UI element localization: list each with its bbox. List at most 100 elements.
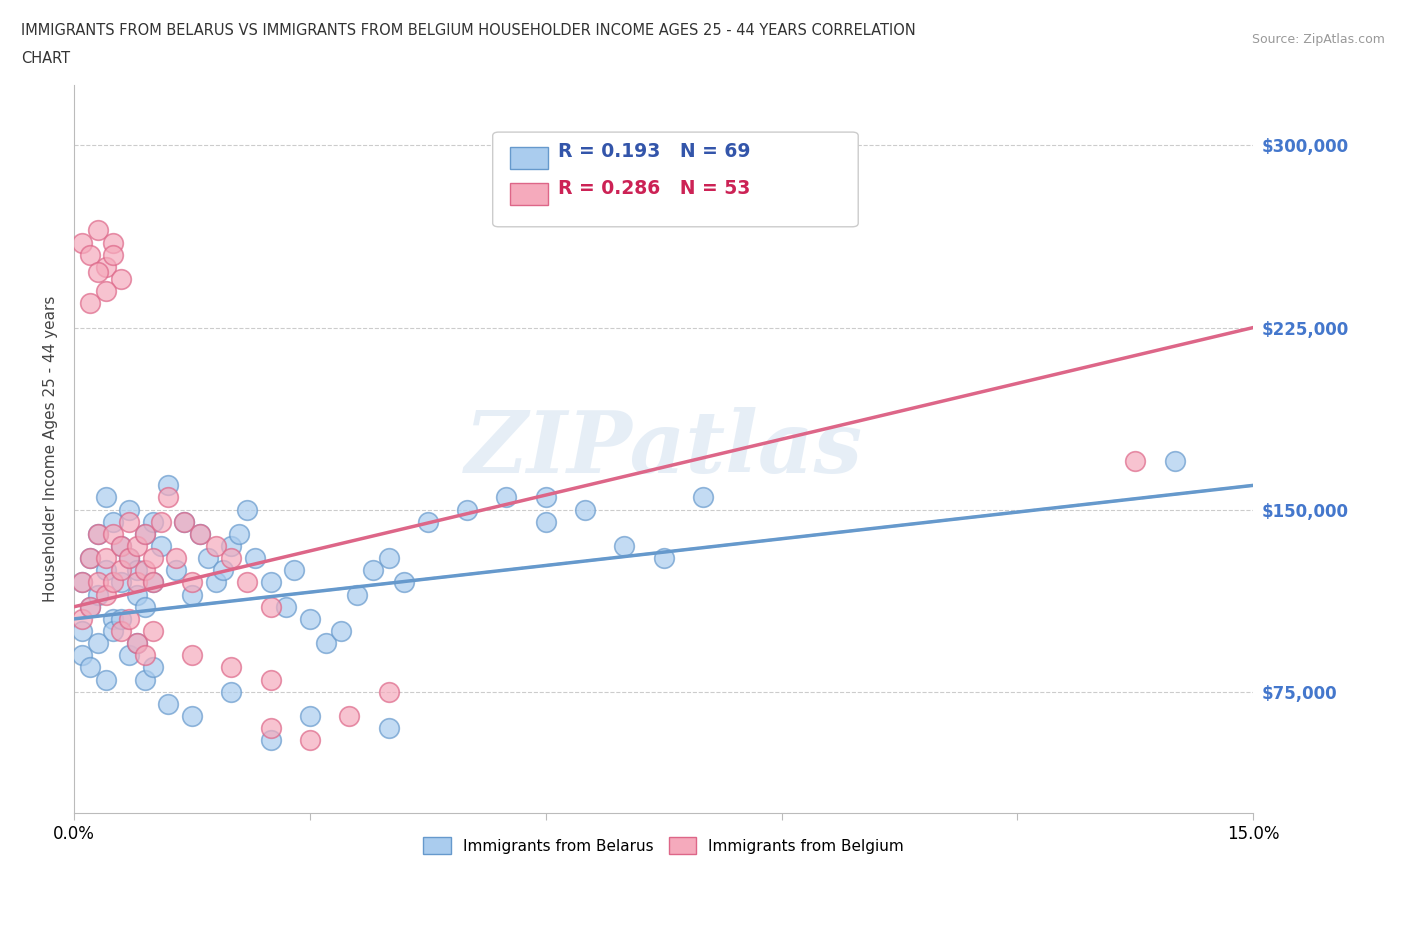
Point <box>103 526 125 541</box>
Point <box>181 648 204 663</box>
Text: IMMIGRANTS FROM BELARUS VS IMMIGRANTS FROM BELGIUM HOUSEHOLDER INCOME AGES 25 - : IMMIGRANTS FROM BELARUS VS IMMIGRANTS FR… <box>21 23 915 38</box>
Point <box>181 587 204 602</box>
Point <box>337 709 360 724</box>
Point <box>142 575 165 590</box>
Point <box>79 551 101 565</box>
Point <box>276 599 298 614</box>
Point <box>165 551 187 565</box>
Point <box>118 514 141 529</box>
Point <box>110 272 132 286</box>
Point <box>110 575 132 590</box>
Point <box>495 490 517 505</box>
Point <box>165 563 187 578</box>
Point <box>259 733 281 748</box>
Point <box>103 575 125 590</box>
Point <box>197 551 219 565</box>
Point <box>377 684 399 699</box>
Point <box>79 551 101 565</box>
Point <box>188 526 211 541</box>
Point <box>228 526 250 541</box>
Point <box>377 721 399 736</box>
Point <box>86 223 108 238</box>
Point <box>298 709 321 724</box>
Text: R = 0.286   N = 53: R = 0.286 N = 53 <box>558 179 749 198</box>
Y-axis label: Householder Income Ages 25 - 44 years: Householder Income Ages 25 - 44 years <box>44 296 58 602</box>
Point <box>86 587 108 602</box>
Point <box>125 575 148 590</box>
Point <box>361 563 384 578</box>
Text: ZIPatlas: ZIPatlas <box>464 407 863 491</box>
Point <box>259 575 281 590</box>
Point <box>315 636 337 651</box>
Point <box>534 490 557 505</box>
Point <box>94 259 117 274</box>
Point <box>118 502 141 517</box>
Point <box>70 648 93 663</box>
Point <box>134 563 156 578</box>
Text: CHART: CHART <box>21 51 70 66</box>
Legend: Immigrants from Belarus, Immigrants from Belgium: Immigrants from Belarus, Immigrants from… <box>418 831 910 860</box>
Point <box>134 526 156 541</box>
Point <box>94 551 117 565</box>
Point <box>259 672 281 687</box>
Point <box>1163 454 1185 469</box>
Point <box>70 624 93 639</box>
Point <box>173 514 195 529</box>
Point <box>149 538 172 553</box>
Point <box>134 526 156 541</box>
Point <box>125 587 148 602</box>
Point <box>377 551 399 565</box>
Point <box>103 235 125 250</box>
Point <box>181 709 204 724</box>
Point <box>456 502 478 517</box>
Point <box>692 490 714 505</box>
Point <box>221 660 243 675</box>
Point <box>70 575 93 590</box>
Point <box>142 624 165 639</box>
Point <box>204 575 226 590</box>
Point <box>79 247 101 262</box>
Point <box>181 575 204 590</box>
Point <box>118 611 141 626</box>
Point <box>110 611 132 626</box>
Point <box>188 526 211 541</box>
Point <box>86 575 108 590</box>
Point <box>394 575 416 590</box>
Point <box>1123 454 1146 469</box>
Point <box>221 551 243 565</box>
Point <box>157 478 180 493</box>
Point <box>86 526 108 541</box>
Point <box>103 514 125 529</box>
Text: Source: ZipAtlas.com: Source: ZipAtlas.com <box>1251 33 1385 46</box>
Point <box>103 611 125 626</box>
Point <box>118 648 141 663</box>
Point <box>243 551 266 565</box>
Point <box>157 490 180 505</box>
Point <box>110 538 132 553</box>
Point <box>94 587 117 602</box>
Point <box>125 538 148 553</box>
Point <box>134 672 156 687</box>
Point <box>173 514 195 529</box>
Point <box>103 624 125 639</box>
Point <box>142 575 165 590</box>
Point <box>70 575 93 590</box>
Point <box>212 563 235 578</box>
Point <box>346 587 368 602</box>
Point <box>103 247 125 262</box>
Point <box>236 502 259 517</box>
Point <box>110 563 132 578</box>
Point <box>70 235 93 250</box>
Point <box>142 551 165 565</box>
Point <box>204 538 226 553</box>
Point <box>125 636 148 651</box>
Point <box>283 563 305 578</box>
Point <box>652 551 675 565</box>
Point <box>236 575 259 590</box>
Point <box>221 538 243 553</box>
Point <box>330 624 353 639</box>
Point <box>79 599 101 614</box>
Point <box>94 284 117 299</box>
Point <box>574 502 596 517</box>
Point <box>70 611 93 626</box>
